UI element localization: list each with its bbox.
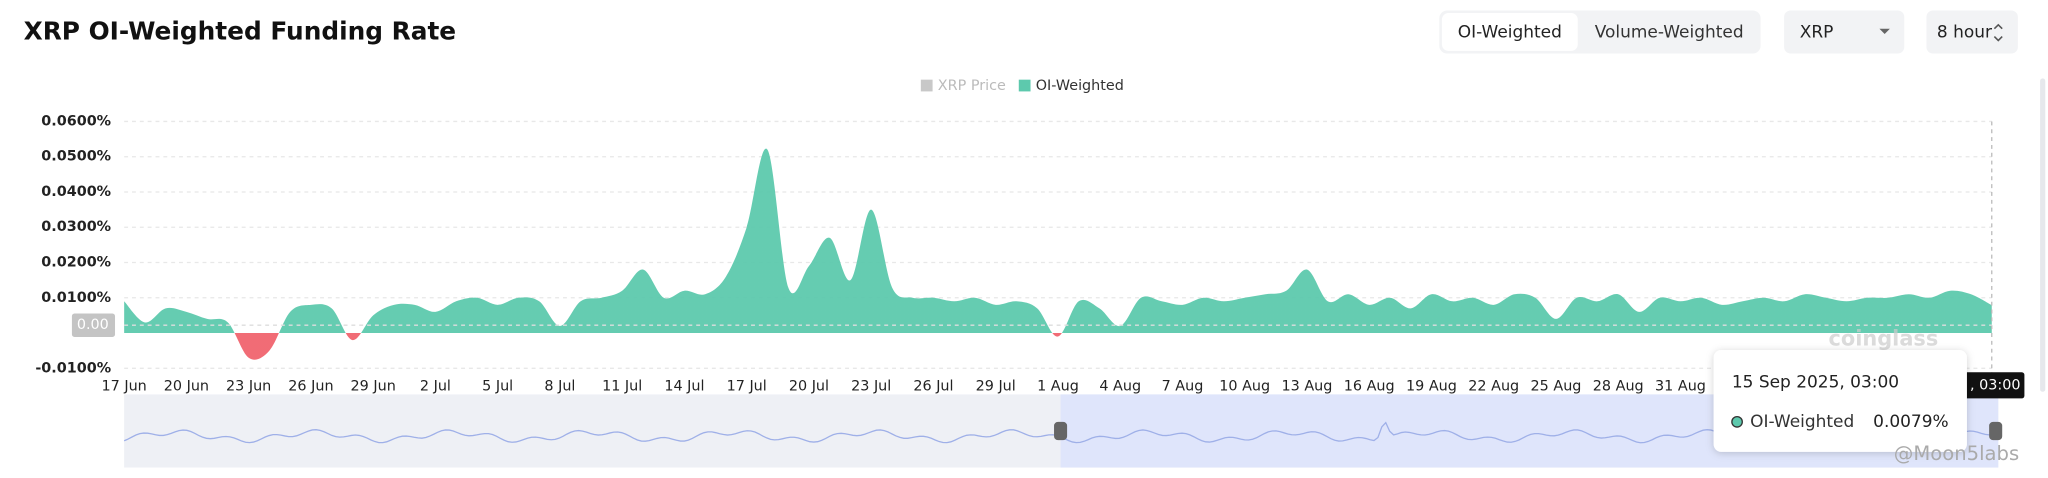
chart-title: XRP OI-Weighted Funding Rate (24, 17, 457, 46)
x-tick-label: 20 Jun (164, 379, 209, 395)
legend-label: XRP Price (938, 78, 1006, 94)
y-tick-label: 0.0300% (41, 219, 111, 235)
x-tick-label: 5 Jul (482, 379, 513, 395)
mode-button[interactable]: Volume-Weighted (1595, 23, 1744, 43)
credit: @Moon5labs (1894, 442, 2019, 465)
tooltip-dot (1731, 415, 1743, 428)
navigator-handle[interactable] (1054, 421, 1068, 441)
legend-swatch (920, 79, 933, 92)
x-tick-label: 29 Jul (976, 379, 1016, 395)
x-tick-label: 11 Jul (602, 379, 642, 395)
crosshair-y-box (71, 313, 116, 337)
watermark: coinglass (1829, 327, 1939, 351)
x-tick-label: 23 Jun (226, 379, 271, 395)
interval-label: 8 hour (1937, 23, 1992, 43)
x-tick-label: 10 Aug (1219, 379, 1270, 395)
x-tick-label: 28 Aug (1593, 379, 1644, 395)
x-tick-label: 1 Aug (1037, 379, 1079, 395)
x-tick-label: 13 Aug (1282, 379, 1333, 395)
y-tick-label: -0.0100% (35, 360, 111, 376)
y-tick-label: 0.0500% (41, 149, 111, 165)
crosshair-x-box (1961, 372, 2025, 399)
tooltip (1713, 350, 1967, 452)
tooltip-series: OI-Weighted (1750, 412, 1854, 432)
x-tick-label: 8 Jul (544, 379, 575, 395)
mode-button[interactable]: OI-Weighted (1458, 23, 1562, 43)
navigator-handle[interactable] (1989, 421, 2003, 441)
y-tick-label: 0.0400% (41, 184, 111, 200)
x-tick-label: 7 Aug (1162, 379, 1204, 395)
x-tick-label: 26 Jun (288, 379, 333, 395)
x-tick-label: 31 Aug (1655, 379, 1706, 395)
symbol-label: XRP (1800, 23, 1834, 43)
y-tick-label: 0.0100% (41, 290, 111, 306)
legend-swatch (1018, 79, 1031, 92)
x-tick-label: 17 Jun (102, 379, 147, 395)
symbol-select[interactable] (1784, 10, 1905, 54)
x-tick-label: 17 Jul (727, 379, 767, 395)
x-tick-label: 25 Aug (1531, 379, 1582, 395)
area (124, 148, 1992, 360)
y-tick-label: 0.0200% (41, 255, 111, 271)
interval-select[interactable] (1926, 10, 2018, 54)
x-tick-label: 14 Jul (664, 379, 704, 395)
tooltip-value: 0.0079% (1873, 412, 1949, 432)
x-tick-label: 29 Jun (351, 379, 396, 395)
crosshair-y-label: 0.00 (77, 317, 109, 333)
x-tick-label: 23 Jul (851, 379, 891, 395)
x-tick-label: 22 Aug (1468, 379, 1519, 395)
x-tick-label: 20 Jul (789, 379, 829, 395)
y-tick-label: 0.0600% (41, 113, 111, 129)
updown-arrow (1993, 23, 2003, 42)
crosshair-x-label: , 03:00 (1970, 377, 2021, 393)
mode-active (1441, 13, 1578, 51)
scrollbar (2040, 78, 2046, 392)
x-tick-label: 16 Aug (1344, 379, 1395, 395)
x-tick-label: 19 Aug (1406, 379, 1457, 395)
dropdown-arrow (1879, 28, 1890, 34)
x-tick-label: 26 Jul (913, 379, 953, 395)
tooltip-title: 15 Sep 2025, 03:00 (1732, 373, 1899, 393)
x-tick-label: 4 Aug (1099, 379, 1141, 395)
x-tick-label: 2 Jul (420, 379, 451, 395)
legend-label: OI-Weighted (1036, 78, 1124, 94)
